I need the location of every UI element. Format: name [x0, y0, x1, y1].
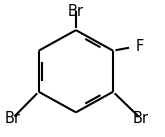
Text: F: F	[135, 39, 144, 54]
Text: Br: Br	[132, 111, 148, 126]
Text: Br: Br	[5, 111, 21, 126]
Text: Br: Br	[68, 4, 84, 19]
